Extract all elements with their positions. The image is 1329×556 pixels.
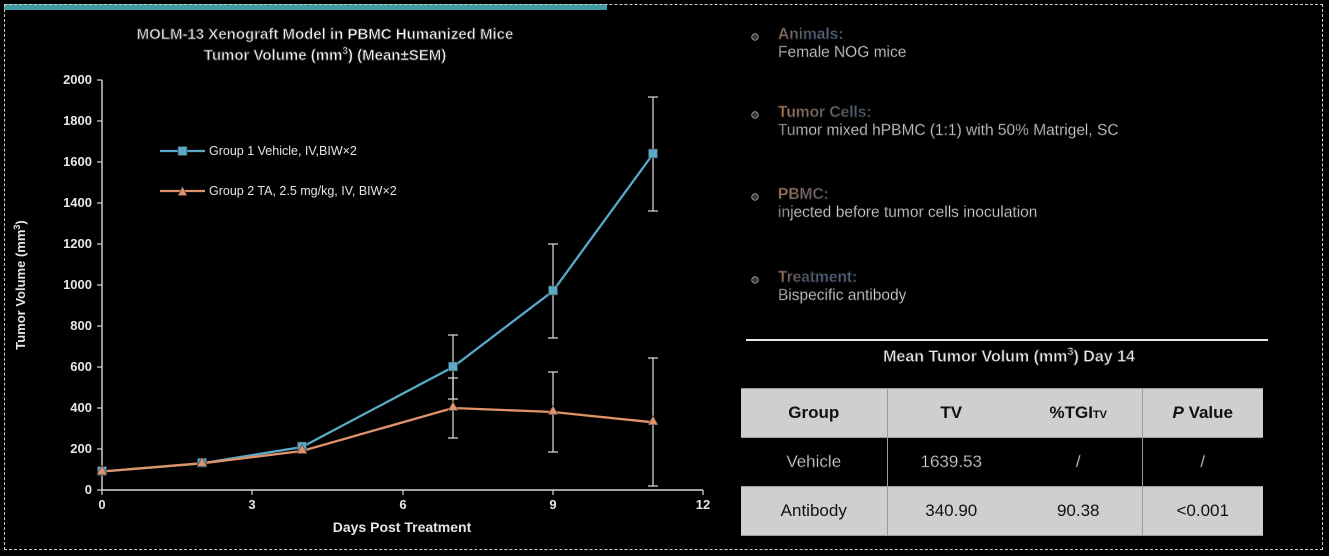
svg-text:600: 600 [70, 359, 92, 374]
svg-text:0: 0 [98, 497, 105, 512]
svg-text:9: 9 [549, 497, 556, 512]
svg-text:800: 800 [70, 318, 92, 333]
svg-text:0: 0 [85, 482, 92, 497]
svg-text:400: 400 [70, 400, 92, 415]
svg-text:200: 200 [70, 441, 92, 456]
svg-text:1400: 1400 [63, 195, 92, 210]
svg-text:2000: 2000 [63, 72, 92, 87]
svg-text:1800: 1800 [63, 113, 92, 128]
svg-text:3: 3 [248, 497, 255, 512]
svg-text:1200: 1200 [63, 236, 92, 251]
svg-text:6: 6 [399, 497, 406, 512]
svg-text:Group 2 TA, 2.5 mg/kg, IV, BIW: Group 2 TA, 2.5 mg/kg, IV, BIW×2 [209, 184, 397, 198]
svg-text:Group 1 Vehicle, IV,BIW×2: Group 1 Vehicle, IV,BIW×2 [209, 144, 357, 158]
svg-text:12: 12 [696, 497, 710, 512]
svg-text:1000: 1000 [63, 277, 92, 292]
svg-text:1600: 1600 [63, 154, 92, 169]
svg-text:Tumor Volume (mm3): Tumor Volume (mm3) [12, 220, 28, 350]
svg-text:Days Post Treatment: Days Post Treatment [333, 519, 472, 535]
